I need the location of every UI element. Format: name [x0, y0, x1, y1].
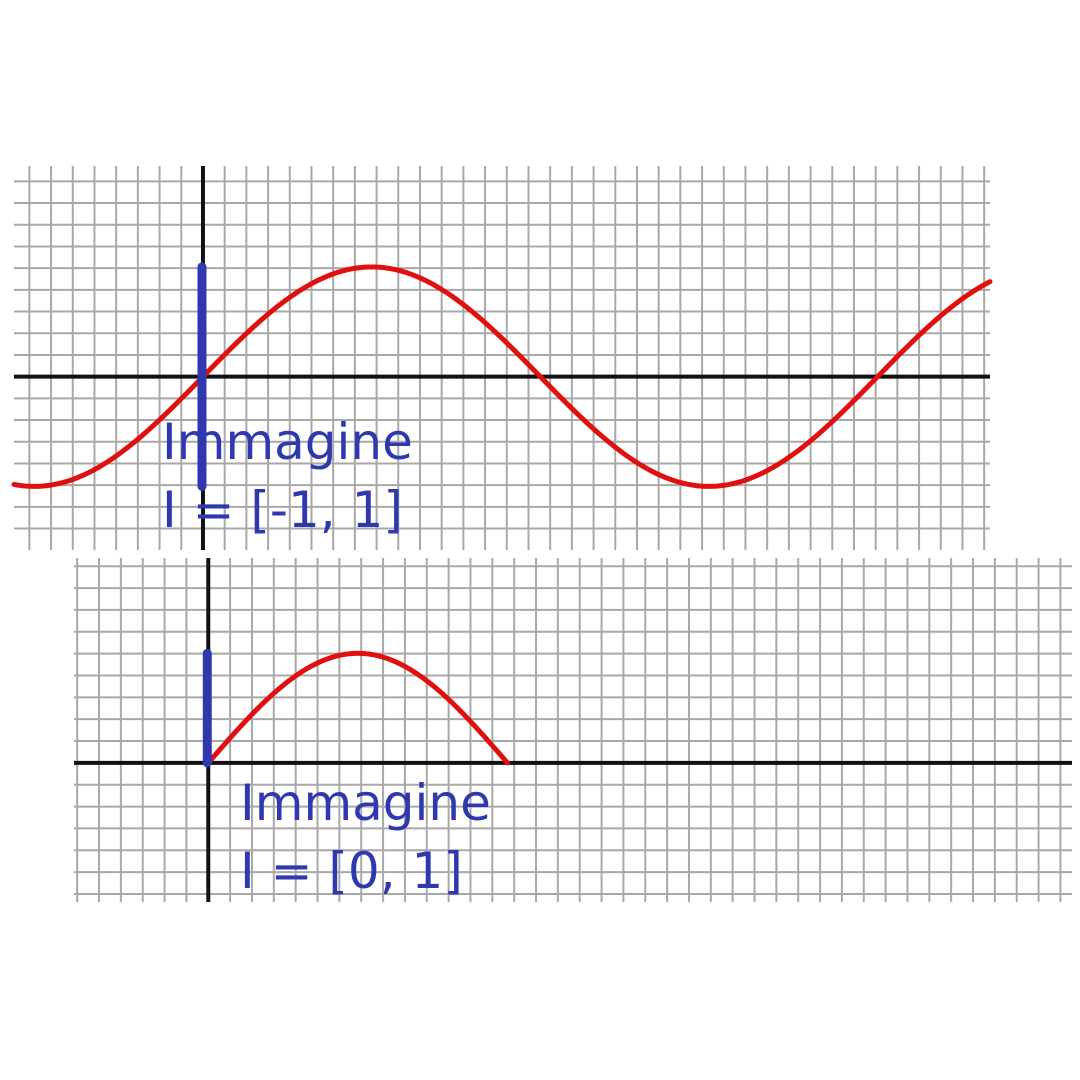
- full-sine-label-title: Immagine: [162, 413, 413, 471]
- half-sine-grid: [74, 558, 1072, 902]
- full-sine-curve: [11, 264, 993, 489]
- full-sine-label-range: I = [-1, 1]: [162, 481, 403, 539]
- full-sine-chart: Immagine I = [-1, 1]: [11, 166, 993, 550]
- full-sine-grid: [14, 166, 990, 550]
- half-sine-chart: Immagine I = [0, 1]: [74, 558, 1072, 902]
- half-sine-label-title: Immagine: [240, 774, 491, 832]
- half-sine-label-range: I = [0, 1]: [240, 842, 463, 900]
- half-sine-curve: [205, 650, 510, 766]
